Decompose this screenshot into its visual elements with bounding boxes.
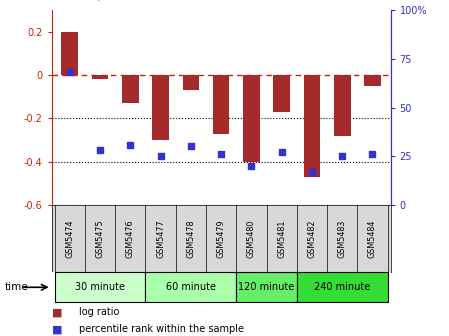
Text: percentile rank within the sample: percentile rank within the sample [79, 324, 243, 334]
Text: GSM5479: GSM5479 [216, 219, 226, 258]
Bar [183, 75, 199, 90]
Text: GDS295 / 8419: GDS295 / 8419 [43, 0, 138, 2]
Bar [62, 32, 78, 75]
Point [157, 154, 164, 159]
Bar [297, 272, 387, 302]
Bar [236, 272, 297, 302]
Text: GSM5484: GSM5484 [368, 219, 377, 258]
Text: 120 minute: 120 minute [238, 282, 295, 292]
Text: GSM5475: GSM5475 [96, 219, 105, 258]
Bar [145, 272, 236, 302]
Point [339, 154, 346, 159]
Text: GSM5478: GSM5478 [186, 219, 195, 258]
Text: ■: ■ [52, 307, 62, 318]
Text: GSM5481: GSM5481 [277, 219, 286, 258]
Bar [122, 75, 139, 103]
Point [66, 70, 73, 75]
Point [127, 142, 134, 147]
Bar [92, 75, 108, 79]
Text: GSM5482: GSM5482 [308, 219, 317, 258]
Text: 60 minute: 60 minute [166, 282, 216, 292]
Point [97, 148, 104, 153]
Bar [213, 75, 229, 133]
Bar [55, 272, 145, 302]
Text: GSM5476: GSM5476 [126, 219, 135, 258]
Point [248, 163, 255, 169]
Text: GSM5477: GSM5477 [156, 219, 165, 258]
Bar [273, 75, 290, 112]
Bar [334, 75, 351, 136]
Text: ■: ■ [52, 324, 62, 334]
Text: GSM5483: GSM5483 [338, 219, 347, 258]
Point [187, 144, 194, 149]
Text: 240 minute: 240 minute [314, 282, 370, 292]
Bar [304, 75, 320, 177]
Point [369, 152, 376, 157]
Text: 30 minute: 30 minute [75, 282, 125, 292]
Point [308, 169, 316, 174]
Bar [152, 75, 169, 140]
Text: time: time [4, 282, 28, 292]
Text: GSM5474: GSM5474 [65, 219, 74, 258]
Point [218, 152, 225, 157]
Bar [364, 75, 381, 86]
Text: GSM5480: GSM5480 [247, 219, 256, 258]
Bar [243, 75, 260, 162]
Text: log ratio: log ratio [79, 307, 119, 318]
Point [278, 150, 285, 155]
